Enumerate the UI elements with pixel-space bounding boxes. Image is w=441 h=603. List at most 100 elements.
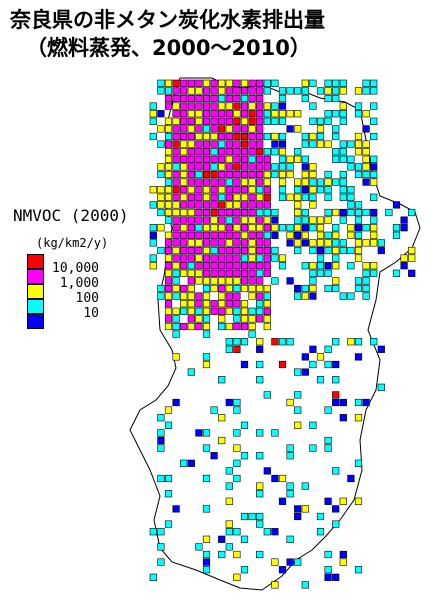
emission-cell <box>256 376 264 384</box>
emission-cell <box>347 338 355 346</box>
emission-cell <box>225 170 233 179</box>
emission-cell <box>157 79 165 87</box>
emission-cell <box>263 262 271 270</box>
emission-cell <box>286 163 294 171</box>
emission-cell <box>202 79 211 87</box>
emission-cell <box>362 125 370 133</box>
emission-cell <box>248 186 256 194</box>
emission-cell <box>164 140 173 148</box>
emission-cell <box>172 254 180 262</box>
emission-cell <box>309 292 317 300</box>
emission-cell <box>195 163 203 171</box>
emission-cell <box>354 216 363 224</box>
legend-label-10: 10 <box>83 306 99 321</box>
emission-cell <box>225 246 233 255</box>
emission-cell <box>248 193 256 201</box>
emission-cell <box>240 193 249 201</box>
emission-cell <box>301 284 309 293</box>
emission-cell <box>271 140 279 148</box>
emission-cell <box>164 315 173 323</box>
emission-cell <box>263 102 271 110</box>
emission-cell <box>316 178 325 186</box>
emission-cell <box>164 520 173 528</box>
emission-cell <box>309 102 317 110</box>
emission-cell <box>202 186 211 194</box>
emission-cell <box>233 254 241 262</box>
emission-cell <box>248 322 256 331</box>
emission-cell <box>195 239 203 247</box>
emission-cell <box>256 163 264 171</box>
emission-cell <box>195 110 203 118</box>
emission-cell <box>210 170 218 179</box>
emission-cell <box>180 125 188 133</box>
emission-cell <box>218 292 226 300</box>
emission-cell <box>316 512 325 521</box>
legend-swatch-blue <box>27 314 44 329</box>
emission-cell <box>332 208 340 217</box>
emission-cell <box>256 292 264 300</box>
emission-cell <box>240 277 249 285</box>
emission-cell <box>256 94 264 103</box>
emission-cell <box>294 391 302 399</box>
emission-cell <box>164 284 173 293</box>
emission-cell <box>218 102 226 110</box>
emission-cell <box>377 239 385 247</box>
emission-cell <box>218 193 226 201</box>
emission-cell <box>332 178 340 186</box>
emission-cell <box>278 163 287 171</box>
emission-cell <box>172 284 180 293</box>
emission-cell <box>172 148 180 156</box>
emission-cell <box>157 163 165 171</box>
emission-cell <box>370 193 378 201</box>
emission-cell <box>278 155 287 163</box>
emission-cell <box>309 186 317 194</box>
emission-cell <box>225 125 233 133</box>
emission-cell <box>263 110 271 118</box>
emission-cell <box>248 110 256 118</box>
emission-cell <box>172 79 180 87</box>
emission-cell <box>408 254 416 262</box>
emission-cell <box>332 254 340 262</box>
emission-cell <box>263 284 271 293</box>
emission-cell <box>263 208 271 217</box>
emission-cell <box>240 421 249 429</box>
emission-cell <box>256 155 264 163</box>
emission-cell <box>309 201 317 209</box>
emission-cell <box>339 170 347 179</box>
emission-cell <box>240 322 249 331</box>
emission-cell <box>301 193 309 201</box>
emission-cell <box>240 208 249 217</box>
emission-cell <box>301 170 309 179</box>
emission-cell <box>172 262 180 270</box>
emission-cell <box>309 132 317 141</box>
legend-unit: (kg/km2/y) <box>36 236 109 250</box>
emission-cell <box>180 307 188 315</box>
emission-cell <box>324 406 332 414</box>
emission-cell <box>225 94 233 103</box>
emission-cell <box>256 338 264 346</box>
emission-cell <box>294 110 302 118</box>
emission-cell <box>354 87 363 95</box>
emission-cell <box>263 239 271 247</box>
emission-cell <box>240 269 249 277</box>
emission-cell <box>202 125 211 133</box>
emission-cell <box>240 535 249 543</box>
emission-cell <box>301 140 309 148</box>
emission-grid <box>149 79 416 589</box>
emission-cell <box>309 277 317 285</box>
emission-cell <box>294 155 302 163</box>
emission-cell <box>332 224 340 232</box>
emission-cell <box>362 79 370 87</box>
emission-cell <box>202 163 211 171</box>
emission-cell <box>225 87 233 95</box>
emission-cell <box>286 452 294 460</box>
emission-cell <box>187 102 195 110</box>
emission-cell <box>187 216 195 224</box>
emission-cell <box>332 246 340 255</box>
emission-cell <box>180 292 188 300</box>
emission-cell <box>210 208 218 217</box>
emission-cell <box>210 201 218 209</box>
emission-cell <box>256 490 264 498</box>
emission-cell <box>202 444 211 452</box>
